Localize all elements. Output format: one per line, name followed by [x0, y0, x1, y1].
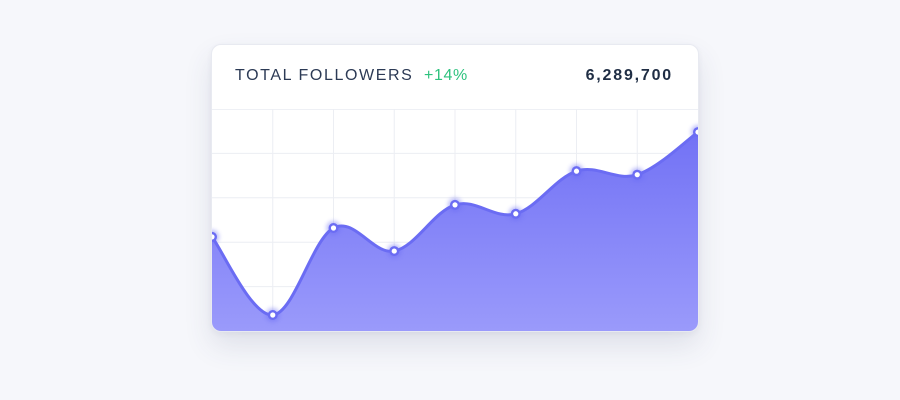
data-point[interactable]	[630, 167, 645, 182]
growth-badge: +14%	[424, 67, 468, 84]
data-point[interactable]	[212, 229, 219, 244]
card-header: TOTAL FOLLOWERS +14% 6,289,700	[212, 45, 698, 110]
followers-line	[212, 130, 698, 317]
data-point[interactable]	[448, 197, 462, 212]
data-points	[212, 125, 698, 323]
followers-card: TOTAL FOLLOWERS +14% 6,289,700	[211, 44, 699, 332]
data-point[interactable]	[326, 220, 341, 235]
data-point[interactable]	[569, 164, 584, 179]
card-title: TOTAL FOLLOWERS	[235, 67, 414, 84]
data-point[interactable]	[691, 125, 698, 140]
data-point[interactable]	[265, 308, 280, 323]
followers-area	[212, 132, 698, 331]
total-followers-value: 6,289,700	[585, 67, 673, 84]
data-point[interactable]	[387, 244, 402, 259]
followers-area-chart	[212, 109, 698, 331]
data-point[interactable]	[508, 206, 523, 221]
